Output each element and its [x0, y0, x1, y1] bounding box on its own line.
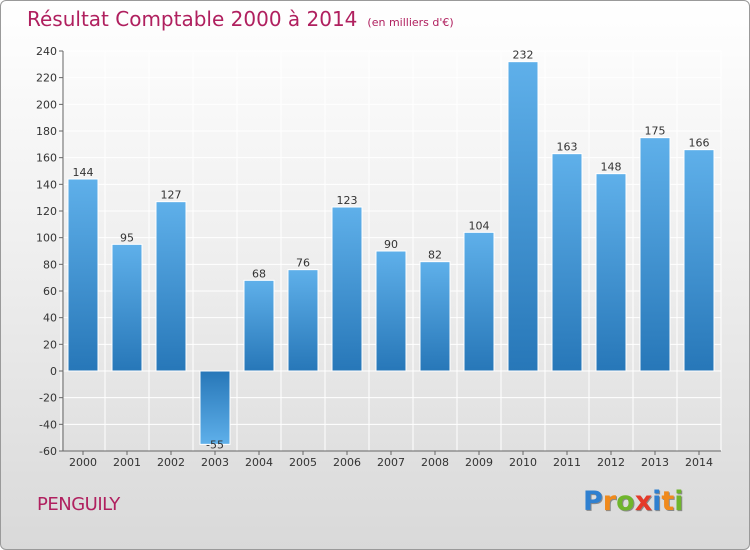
commune-name: PENGUILY: [37, 494, 120, 515]
logo-letter: x: [634, 486, 653, 517]
data-label: 82: [428, 249, 442, 262]
x-tick-label: 2012: [597, 456, 625, 469]
data-label: 95: [120, 231, 134, 244]
bar: [243, 279, 275, 372]
y-tick-label: -20: [39, 392, 57, 405]
data-label: 127: [161, 189, 182, 202]
bar: [331, 206, 363, 372]
x-tick-label: 2014: [685, 456, 713, 469]
logo-letter: r: [602, 486, 617, 517]
x-tick-label: 2006: [333, 456, 361, 469]
data-label: 175: [645, 125, 666, 138]
bar: [111, 243, 143, 372]
chart-unit: (en milliers d'€): [367, 16, 454, 29]
x-tick-label: 2007: [377, 456, 405, 469]
data-label: 90: [384, 238, 398, 251]
proxiti-logo[interactable]: Proxiti: [583, 486, 684, 517]
y-tick-label: 120: [36, 205, 57, 218]
x-tick-label: 2009: [465, 456, 493, 469]
data-label: 166: [689, 137, 710, 150]
x-tick-label: 2005: [289, 456, 317, 469]
y-tick-label: 60: [43, 285, 57, 298]
bar: [67, 178, 99, 372]
data-label: -55: [206, 438, 224, 451]
x-tick-label: 2010: [509, 456, 537, 469]
bar: [375, 250, 407, 372]
x-tick-label: 2008: [421, 456, 449, 469]
x-tick-label: 2003: [201, 456, 229, 469]
logo-letter: i: [652, 486, 662, 517]
x-tick-label: 2000: [69, 456, 97, 469]
data-label: 144: [73, 166, 94, 179]
data-label: 123: [337, 194, 358, 207]
data-label: 163: [557, 141, 578, 154]
x-tick-label: 2004: [245, 456, 273, 469]
y-tick-label: 80: [43, 258, 57, 271]
bar: [507, 61, 539, 372]
bar: [551, 153, 583, 372]
data-label: 148: [601, 161, 622, 174]
y-tick-label: -60: [39, 445, 57, 458]
bar: [639, 137, 671, 372]
logo-letter: o: [616, 486, 635, 517]
data-label: 76: [296, 257, 310, 270]
bar: [683, 149, 715, 372]
bars-layer: 144 95 127 -55 68 76 123 90 82 104 232 163 148 175 166: [67, 49, 715, 451]
y-tick-label: 200: [36, 98, 57, 111]
data-label: 104: [469, 219, 490, 232]
bar: [463, 231, 495, 372]
y-tick-label: 140: [36, 178, 57, 191]
logo-letter: t: [661, 486, 675, 517]
data-label: 232: [513, 49, 534, 62]
bar: [595, 173, 627, 372]
x-tick-label: 2002: [157, 456, 185, 469]
logo-letter: P: [583, 486, 603, 517]
bar: [287, 269, 319, 372]
data-label: 68: [252, 267, 266, 280]
y-tick-label: -40: [39, 418, 57, 431]
y-tick-label: 100: [36, 232, 57, 245]
y-tick-label: 220: [36, 72, 57, 85]
y-tick-label: 0: [50, 365, 57, 378]
y-tick-label: 240: [36, 45, 57, 58]
x-tick-label: 2013: [641, 456, 669, 469]
y-tick-label: 160: [36, 152, 57, 165]
axis-layer: -60 -40 -20 0 20 40 60 80 100 120 140 160 180 200 220 2…: [36, 45, 721, 469]
bar: [155, 201, 187, 372]
chart-title: Résultat Comptable 2000 à 2014: [27, 7, 358, 31]
y-tick-label: 20: [43, 338, 57, 351]
x-tick-label: 2011: [553, 456, 581, 469]
bar: [419, 261, 451, 372]
y-tick-label: 40: [43, 312, 57, 325]
logo-letter: i: [674, 486, 684, 517]
x-tick-label: 2001: [113, 456, 141, 469]
y-tick-label: 180: [36, 125, 57, 138]
chart-title-block: Résultat Comptable 2000 à 2014 (en millie…: [27, 7, 454, 31]
bar: [199, 370, 231, 445]
